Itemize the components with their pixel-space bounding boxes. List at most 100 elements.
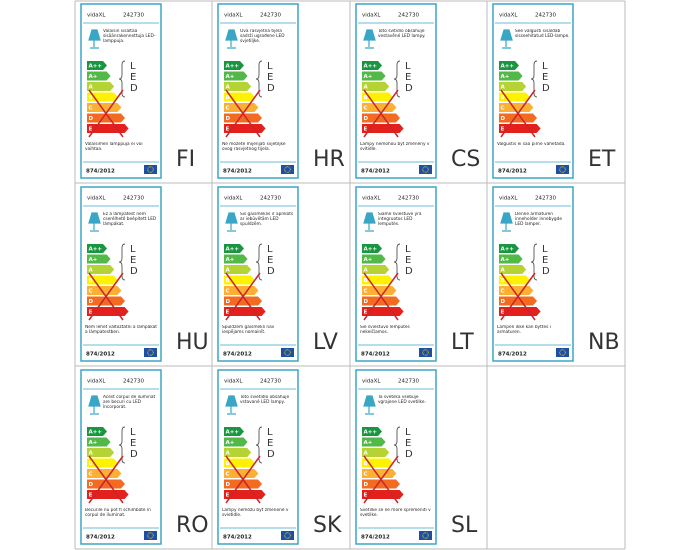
class-bar: [362, 61, 382, 70]
class-label: D: [364, 482, 369, 488]
energy-label: vidaXL 242730 Toto svietidlo obsahuje vsta…: [217, 369, 342, 545]
class-bar: [499, 244, 519, 253]
brand: vidaXL: [499, 13, 518, 19]
class-label: C: [89, 472, 93, 478]
class-bar: [499, 113, 537, 123]
regulation: 874/2012: [223, 535, 252, 541]
brand: vidaXL: [224, 13, 243, 19]
energy-label: vidaXL 242730 Ova rasvjetna tijela sadrži …: [217, 3, 345, 179]
note-box: Nem lehet változtatni a lámpákat a lámpa…: [85, 325, 157, 335]
language-code: SK: [313, 513, 342, 538]
brand: vidaXL: [224, 196, 243, 202]
energy-label: vidaXL 242730 Šiame šviestuve yra integruo…: [355, 186, 474, 362]
class-bar: [87, 458, 118, 468]
brace: [255, 426, 263, 464]
led-letter: E: [405, 72, 411, 83]
led-letter: D: [267, 449, 275, 460]
class-bar: [362, 458, 393, 468]
grid-lines: [74, 0, 626, 550]
eu-stars: [422, 532, 429, 539]
eu-stars: [147, 349, 154, 356]
class-bar: [362, 437, 386, 447]
eu-flag: [281, 348, 294, 357]
energy-label: vidaXL 242730 Toto svítidlo obsahuje vesta…: [355, 3, 480, 179]
language-code: HU: [176, 330, 209, 355]
note: Becurile nu pot fi schimbate în corpul d…: [85, 508, 151, 518]
class-bar: [499, 275, 530, 285]
class-bar: [224, 275, 255, 285]
class-label: A++: [226, 430, 240, 436]
eu-stars: [559, 166, 566, 173]
brand: vidaXL: [87, 379, 106, 385]
lamp-icon: [363, 212, 376, 232]
led-letter: D: [405, 83, 413, 94]
lamp-icon: [88, 212, 101, 232]
eu-stars: [422, 349, 429, 356]
led-letter: E: [267, 72, 273, 83]
brand: vidaXL: [499, 196, 518, 202]
class-label: A++: [89, 247, 103, 253]
language-code: CS: [451, 147, 480, 172]
class-label: A+: [364, 74, 373, 80]
class-bar: [499, 92, 530, 102]
class-bar: [87, 275, 118, 285]
regulation: 874/2012: [86, 535, 115, 541]
eu-flag: [419, 165, 432, 174]
class-label: E: [89, 310, 93, 316]
led-letter: D: [130, 266, 138, 277]
brace: [393, 60, 401, 98]
class-label: A: [501, 85, 506, 91]
led-letter: E: [130, 72, 136, 83]
class-label: A++: [501, 247, 515, 253]
lamp-icon: [225, 212, 238, 232]
class-bar: [362, 427, 382, 436]
class-label: E: [89, 127, 93, 133]
led-letter: E: [405, 438, 411, 449]
class-label: A: [501, 268, 506, 274]
class-label: A: [89, 268, 94, 274]
note: Lampy nemohou být změněny v svítidle.: [360, 142, 430, 152]
class-label: A++: [226, 64, 240, 70]
model: 242730: [260, 13, 281, 19]
description: Toto svietidlo obsahuje vstavané LED lam…: [240, 395, 290, 405]
class-bar: [224, 296, 262, 306]
description-box: Ez a lámpatest nem cserélhető beépített …: [103, 212, 156, 227]
led-letter: D: [405, 449, 413, 460]
regulation: 874/2012: [498, 169, 527, 175]
model: 242730: [123, 379, 144, 385]
class-bar: [87, 244, 107, 253]
description: Šis gaismeklis ir aprīkots ar iebūvētām …: [240, 212, 294, 227]
class-bar: [499, 296, 537, 306]
description-box: Ta svetilka vsebuje vgrajene LED svetilk…: [378, 395, 426, 405]
class-label: A+: [501, 257, 510, 263]
eu-stars: [284, 532, 291, 539]
class-label: C: [501, 289, 505, 295]
model: 242730: [260, 196, 281, 202]
description-box: See valgusti sisaldab sisseehitatud LED-…: [515, 29, 570, 39]
led-letter: E: [130, 438, 136, 449]
regulation: 874/2012: [86, 169, 115, 175]
class-label: A+: [364, 440, 373, 446]
led-letter: E: [130, 255, 136, 266]
note: Valaisimen lamppuja ei voi vaihtaa.: [85, 142, 143, 152]
note: Lampen ikke kan byttes i armaturen.: [497, 325, 551, 335]
description: Valaisin sisältää sisäänrakennettuja LED…: [103, 29, 156, 44]
led-letter: L: [405, 61, 411, 72]
led-letter: L: [267, 427, 273, 438]
language-code: SL: [451, 513, 478, 538]
brace: [118, 60, 126, 98]
class-bar: [87, 113, 125, 123]
energy-label: vidaXL 242730 Ta svetilka vsebuje vgrajene…: [355, 369, 478, 545]
class-bar: [87, 71, 111, 81]
class-label: A++: [226, 247, 240, 253]
class-bar: [362, 265, 390, 274]
brand: vidaXL: [87, 13, 106, 19]
class-label: E: [226, 127, 230, 133]
class-label: A: [364, 85, 369, 91]
led-letter: E: [542, 255, 548, 266]
description: Denne armaturen inneholder innebygde LED…: [515, 212, 562, 227]
cross-mark: [500, 272, 536, 321]
language-code: LV: [313, 330, 338, 355]
class-bar: [224, 254, 248, 264]
led-letter: D: [405, 266, 413, 277]
